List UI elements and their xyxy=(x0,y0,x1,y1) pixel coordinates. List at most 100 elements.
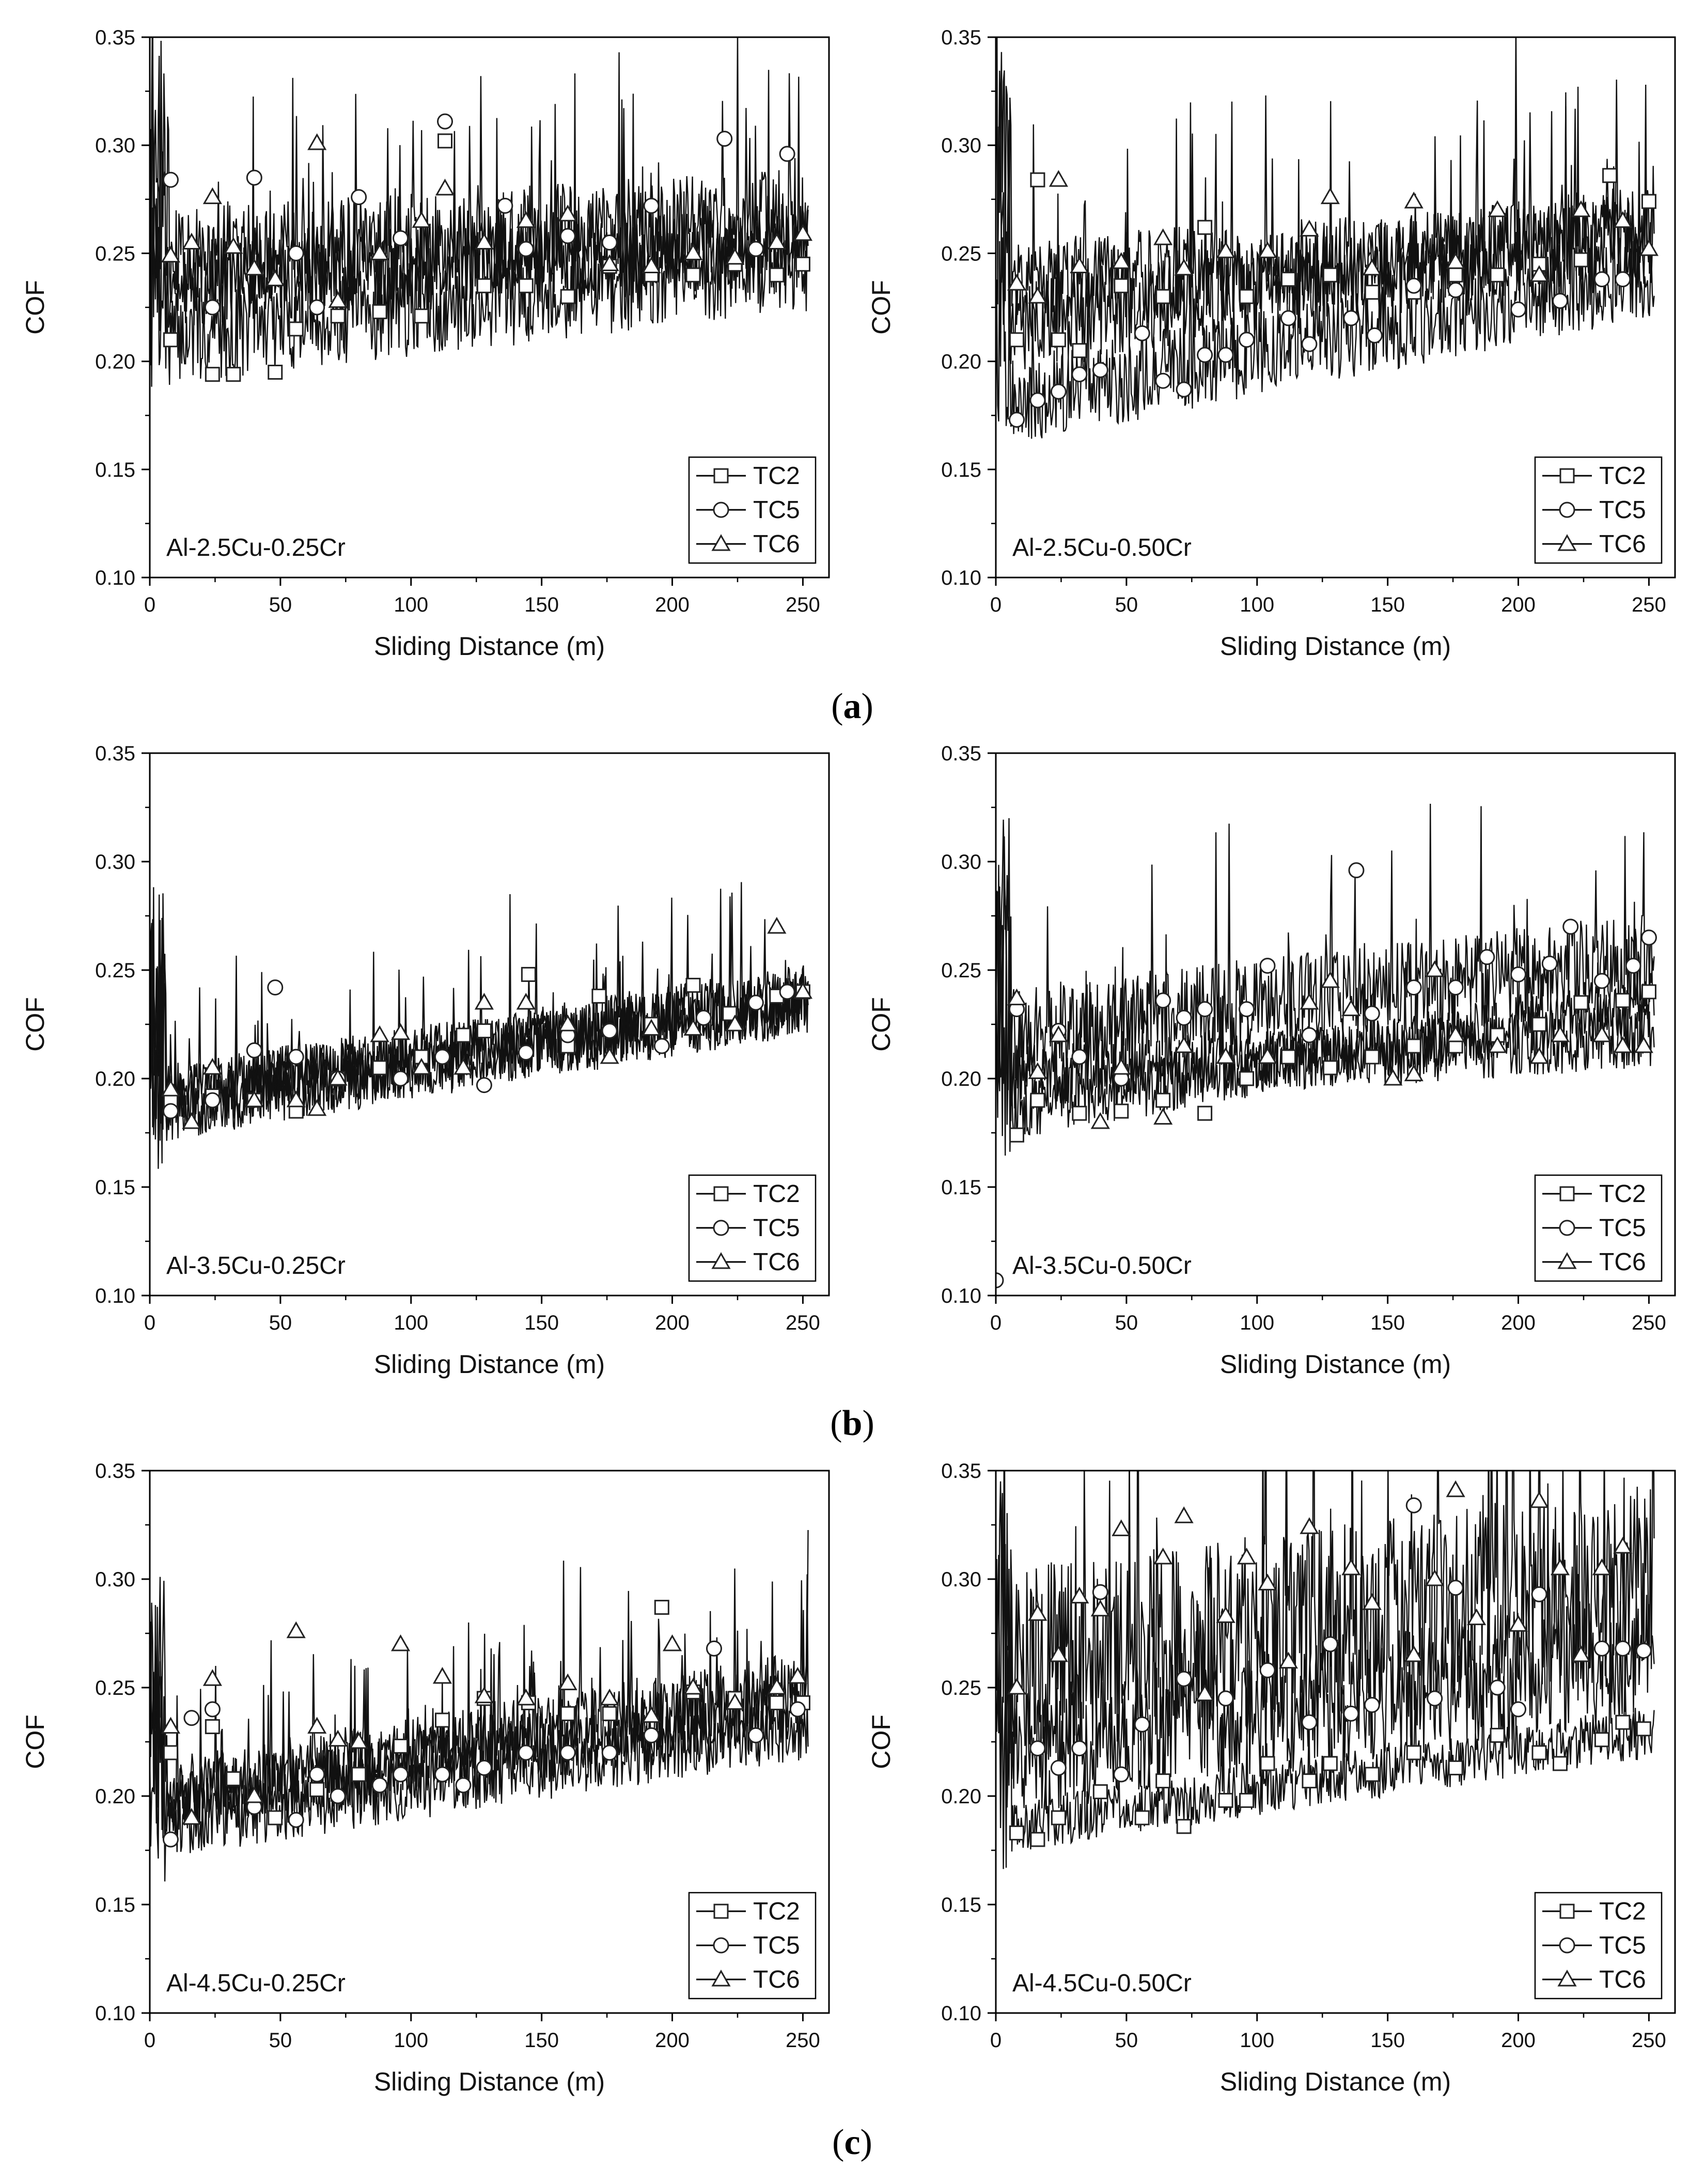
markers xyxy=(161,1600,810,1848)
point-tc5 xyxy=(1092,362,1108,378)
y-tick-label: 0.20 xyxy=(95,351,135,373)
point-tc6 xyxy=(1529,1047,1549,1064)
chart-al-2-5cu-0-50cr: 0 50 100 150 200 250 0.10 0.15 0.20 0.25 0.30 0.35 S… xyxy=(867,26,1676,661)
x-axis-label: Sliding Distance (m) xyxy=(374,1350,605,1379)
y-tick-label: 0.25 xyxy=(941,242,981,265)
legend-marker xyxy=(711,1969,731,1987)
x-tick-label: 250 xyxy=(1632,1312,1666,1334)
point-tc6 xyxy=(307,1717,327,1734)
y-tick-label: 0.10 xyxy=(95,567,135,589)
point-tc5 xyxy=(1479,949,1495,965)
point-tc6 xyxy=(1216,241,1235,258)
point-tc6 xyxy=(1112,252,1131,269)
trace-tc6 xyxy=(996,1471,1655,2013)
y-tick-label: 0.10 xyxy=(941,2002,981,2025)
point-tc2 xyxy=(1364,1049,1380,1065)
point-tc2 xyxy=(1364,1767,1380,1782)
legend: TC2 TC5 TC6 xyxy=(1534,456,1663,564)
point-tc6 xyxy=(683,1677,703,1695)
point-tc6 xyxy=(558,205,577,222)
point-tc5 xyxy=(1510,1701,1527,1718)
point-tc6 xyxy=(1258,1047,1277,1064)
point-tc2 xyxy=(434,1712,450,1728)
point-tc6 xyxy=(683,1019,703,1036)
point-tc6 xyxy=(516,211,536,228)
point-tc2 xyxy=(268,1810,283,1826)
x-tick-label: 250 xyxy=(786,594,820,616)
point-tc6 xyxy=(1529,1491,1549,1508)
point-tc5 xyxy=(1301,1714,1318,1730)
legend-marker xyxy=(713,1220,729,1236)
legend-marker xyxy=(1559,468,1575,483)
alloy-label: Al-4.5Cu-0.50Cr xyxy=(1012,1970,1192,1997)
point-tc6 xyxy=(1529,265,1549,282)
point-tc2 xyxy=(1490,267,1505,283)
legend-label: TC5 xyxy=(753,496,800,524)
point-tc6 xyxy=(1383,1068,1403,1086)
x-tick-label: 50 xyxy=(1115,2029,1138,2052)
point-tc6 xyxy=(1446,252,1465,269)
x-tick-label: 100 xyxy=(394,1312,428,1334)
point-tc5 xyxy=(1447,282,1464,299)
legend-label: TC2 xyxy=(753,1898,800,1925)
legend-entry-tc6: TC6 xyxy=(696,1249,800,1276)
chart-al-4-5cu-0-50cr: 0 50 100 150 200 250 0.10 0.15 0.20 0.25 0.30 0.35 S… xyxy=(867,1460,1676,2096)
x-tick-label: 0 xyxy=(990,1312,1002,1334)
point-tc5 xyxy=(601,234,618,251)
point-tc6 xyxy=(1112,1057,1131,1075)
point-tc5 xyxy=(1615,271,1631,288)
y-tick-label: 0.15 xyxy=(941,459,981,481)
x-tick-label: 150 xyxy=(524,594,559,616)
x-tick-label: 200 xyxy=(655,2029,690,2052)
point-tc5 xyxy=(716,131,733,147)
legend-box xyxy=(688,456,817,564)
point-tc2 xyxy=(226,1771,241,1786)
point-tc2 xyxy=(1573,252,1589,268)
point-tc5 xyxy=(1531,1586,1547,1602)
point-tc2 xyxy=(309,1782,325,1797)
point-tc5 xyxy=(246,169,262,186)
point-tc2 xyxy=(1531,1745,1547,1760)
legend-entry-tc2: TC2 xyxy=(1542,1898,1646,1925)
x-tick-label: 250 xyxy=(786,2029,820,2052)
point-tc6 xyxy=(1216,1047,1235,1064)
point-tc6 xyxy=(161,1079,181,1097)
x-tick-label: 150 xyxy=(1370,2029,1405,2052)
point-tc6 xyxy=(244,1090,264,1107)
point-tc5 xyxy=(601,1744,618,1761)
alloy-label: Al-4.5Cu-0.25Cr xyxy=(166,1970,346,1997)
point-tc6 xyxy=(286,1621,306,1639)
y-tick-label: 0.35 xyxy=(95,1460,135,1483)
point-tc6 xyxy=(286,1090,306,1107)
point-tc2 xyxy=(521,966,536,982)
point-tc2 xyxy=(226,367,241,382)
point-tc5 xyxy=(1625,958,1641,974)
point-tc2 xyxy=(1615,993,1631,1008)
point-tc6 xyxy=(432,1666,452,1684)
point-tc5 xyxy=(288,245,304,261)
point-tc5 xyxy=(1092,1584,1108,1600)
point-tc2 xyxy=(1009,1127,1024,1143)
x-axis-label: Sliding Distance (m) xyxy=(1220,1350,1451,1379)
point-tc6 xyxy=(600,1688,619,1706)
legend-label: TC2 xyxy=(1599,1898,1646,1925)
point-tc6 xyxy=(182,1112,201,1129)
point-tc2 xyxy=(1134,1810,1150,1826)
x-axis-label: Sliding Distance (m) xyxy=(374,2067,605,2096)
point-tc2 xyxy=(1218,1792,1233,1808)
point-tc5 xyxy=(1364,1697,1380,1713)
point-tc6 xyxy=(1613,1036,1633,1053)
point-tc5 xyxy=(518,1744,534,1761)
point-tc5 xyxy=(601,1023,618,1039)
point-tc6 xyxy=(767,1677,787,1695)
point-tc5 xyxy=(1071,1049,1088,1065)
point-tc5 xyxy=(1197,347,1213,363)
point-tc6 xyxy=(1362,258,1382,276)
point-tc2 xyxy=(1573,995,1589,1010)
y-tick-label: 0.30 xyxy=(95,851,135,873)
point-tc5 xyxy=(1343,1705,1359,1722)
point-tc6 xyxy=(390,1023,411,1040)
point-tc6 xyxy=(1007,988,1027,1006)
legend-entry-tc5: TC5 xyxy=(696,1932,800,1959)
point-tc5 xyxy=(1239,332,1255,348)
